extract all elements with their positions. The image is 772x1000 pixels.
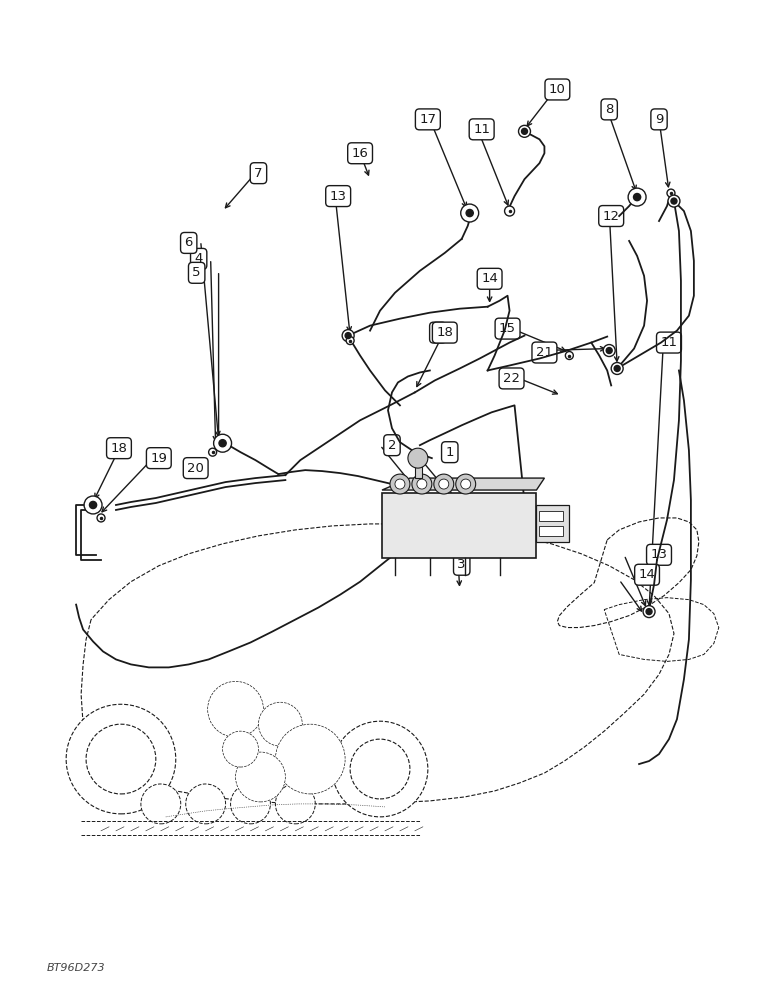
- FancyBboxPatch shape: [382, 493, 537, 558]
- Text: 11: 11: [661, 336, 678, 349]
- Text: 1: 1: [445, 446, 454, 459]
- Text: 22: 22: [503, 372, 520, 385]
- Circle shape: [84, 496, 102, 514]
- Circle shape: [461, 204, 479, 222]
- Circle shape: [345, 333, 351, 339]
- Circle shape: [438, 479, 449, 489]
- Circle shape: [346, 337, 354, 345]
- Text: 10: 10: [549, 83, 566, 96]
- Text: 19: 19: [151, 452, 168, 465]
- Circle shape: [634, 194, 641, 201]
- Text: 6: 6: [185, 236, 193, 249]
- Circle shape: [141, 784, 181, 824]
- Circle shape: [434, 474, 454, 494]
- Circle shape: [90, 501, 96, 509]
- Circle shape: [646, 609, 652, 615]
- Text: 14: 14: [638, 568, 655, 581]
- Circle shape: [519, 125, 530, 137]
- Circle shape: [390, 474, 410, 494]
- Polygon shape: [415, 462, 422, 478]
- Circle shape: [208, 681, 263, 737]
- Text: 14: 14: [481, 272, 498, 285]
- Circle shape: [606, 348, 612, 354]
- Circle shape: [603, 345, 615, 357]
- Text: 8: 8: [605, 103, 614, 116]
- Circle shape: [455, 474, 476, 494]
- Circle shape: [395, 479, 405, 489]
- Circle shape: [615, 365, 620, 371]
- Circle shape: [412, 474, 432, 494]
- Text: 11: 11: [473, 123, 490, 136]
- Text: 7: 7: [434, 326, 442, 339]
- Polygon shape: [537, 505, 569, 542]
- Circle shape: [565, 352, 574, 360]
- Circle shape: [668, 195, 680, 207]
- Circle shape: [505, 206, 514, 216]
- Circle shape: [276, 724, 345, 794]
- Circle shape: [259, 702, 303, 746]
- Text: 18: 18: [110, 442, 127, 455]
- Circle shape: [214, 434, 232, 452]
- Circle shape: [461, 479, 471, 489]
- Circle shape: [522, 128, 527, 134]
- Circle shape: [66, 704, 176, 814]
- Circle shape: [186, 784, 225, 824]
- Circle shape: [332, 721, 428, 817]
- Circle shape: [342, 330, 354, 342]
- Circle shape: [97, 514, 105, 522]
- Text: 17: 17: [419, 113, 436, 126]
- Text: 18: 18: [436, 326, 453, 339]
- Text: 12: 12: [603, 210, 620, 223]
- Text: 2: 2: [388, 439, 396, 452]
- Text: BT96D273: BT96D273: [46, 963, 105, 973]
- Circle shape: [276, 784, 315, 824]
- Circle shape: [628, 188, 646, 206]
- Text: 20: 20: [188, 462, 204, 475]
- Circle shape: [86, 724, 156, 794]
- FancyBboxPatch shape: [540, 511, 564, 521]
- Text: 13: 13: [330, 190, 347, 203]
- Text: 4: 4: [195, 252, 203, 265]
- Circle shape: [231, 784, 270, 824]
- Text: 13: 13: [651, 548, 668, 561]
- Circle shape: [219, 440, 226, 447]
- Text: 21: 21: [536, 346, 553, 359]
- Circle shape: [466, 209, 473, 217]
- Circle shape: [611, 362, 623, 374]
- Circle shape: [671, 198, 677, 204]
- Text: 9: 9: [655, 113, 663, 126]
- Text: 15: 15: [499, 322, 516, 335]
- Circle shape: [667, 189, 675, 197]
- Polygon shape: [382, 478, 544, 490]
- Text: 7: 7: [254, 167, 262, 180]
- FancyBboxPatch shape: [540, 526, 564, 536]
- Circle shape: [235, 752, 286, 802]
- Circle shape: [208, 448, 217, 456]
- Circle shape: [417, 479, 427, 489]
- Circle shape: [408, 448, 428, 468]
- Text: 16: 16: [352, 147, 368, 160]
- Circle shape: [350, 739, 410, 799]
- Text: 5: 5: [192, 266, 201, 279]
- Circle shape: [222, 731, 259, 767]
- Text: 3: 3: [458, 558, 466, 571]
- Circle shape: [643, 606, 655, 618]
